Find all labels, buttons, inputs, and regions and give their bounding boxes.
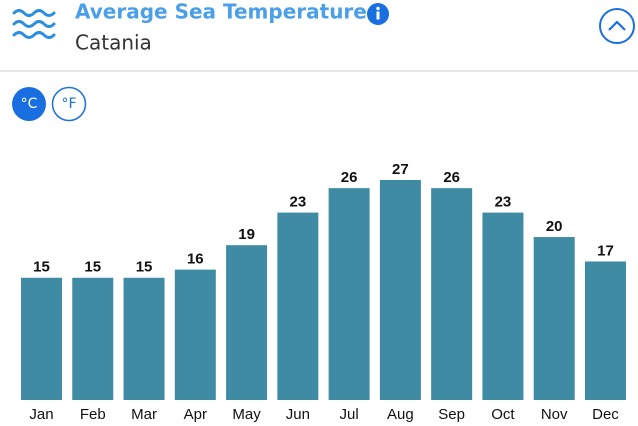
bar xyxy=(482,212,524,400)
value-label: 15 xyxy=(84,259,101,276)
value-label: 23 xyxy=(290,194,307,211)
bar xyxy=(431,188,473,400)
bar xyxy=(174,269,216,400)
subtitle: Catania xyxy=(75,31,152,55)
bar xyxy=(123,277,165,400)
x-tick-label: Mar xyxy=(131,406,157,423)
collapse-button[interactable] xyxy=(599,8,635,44)
bar xyxy=(277,212,319,400)
value-label: 27 xyxy=(392,161,409,178)
value-label: 23 xyxy=(495,194,512,211)
x-tick-label: Dec xyxy=(592,406,619,423)
bar xyxy=(379,180,421,400)
x-tick-label: Nov xyxy=(541,406,568,423)
x-tick-label: Apr xyxy=(184,406,207,423)
x-tick-label: Jul xyxy=(340,406,359,423)
button-label: °F xyxy=(61,96,76,112)
bar xyxy=(21,277,62,400)
plot: 15 Jan 15 Feb 15 Mar 16 Apr 19 May 23 Jun 26 Jul 27 Aug… xyxy=(21,161,626,423)
x-tick-label: May xyxy=(232,406,261,423)
info-button[interactable] xyxy=(367,3,389,25)
x-tick-label: Feb xyxy=(80,406,106,423)
bar xyxy=(584,261,626,400)
button-label: °C xyxy=(21,96,38,112)
x-tick-label: Sep xyxy=(438,406,465,423)
bar xyxy=(328,188,370,400)
fahrenheit-button[interactable]: °F xyxy=(51,86,87,122)
value-label: 26 xyxy=(341,169,358,186)
x-tick-label: Jun xyxy=(286,406,310,423)
value-label: 16 xyxy=(187,251,204,268)
bar xyxy=(72,277,114,400)
title: Average Sea Temperature xyxy=(75,0,367,24)
value-label: 15 xyxy=(136,259,153,276)
x-tick-label: Aug xyxy=(387,406,414,423)
value-label: 17 xyxy=(597,242,614,259)
value-label: 15 xyxy=(33,259,50,276)
bar xyxy=(533,237,575,400)
value-label: 19 xyxy=(238,226,255,243)
wave-icon xyxy=(12,9,56,39)
value-label: 26 xyxy=(443,169,460,186)
value-label: 20 xyxy=(546,218,563,235)
x-tick-label: Oct xyxy=(491,406,515,423)
x-tick-label: Jan xyxy=(29,406,53,423)
celsius-button[interactable]: °C xyxy=(12,87,46,121)
bar xyxy=(226,245,268,400)
